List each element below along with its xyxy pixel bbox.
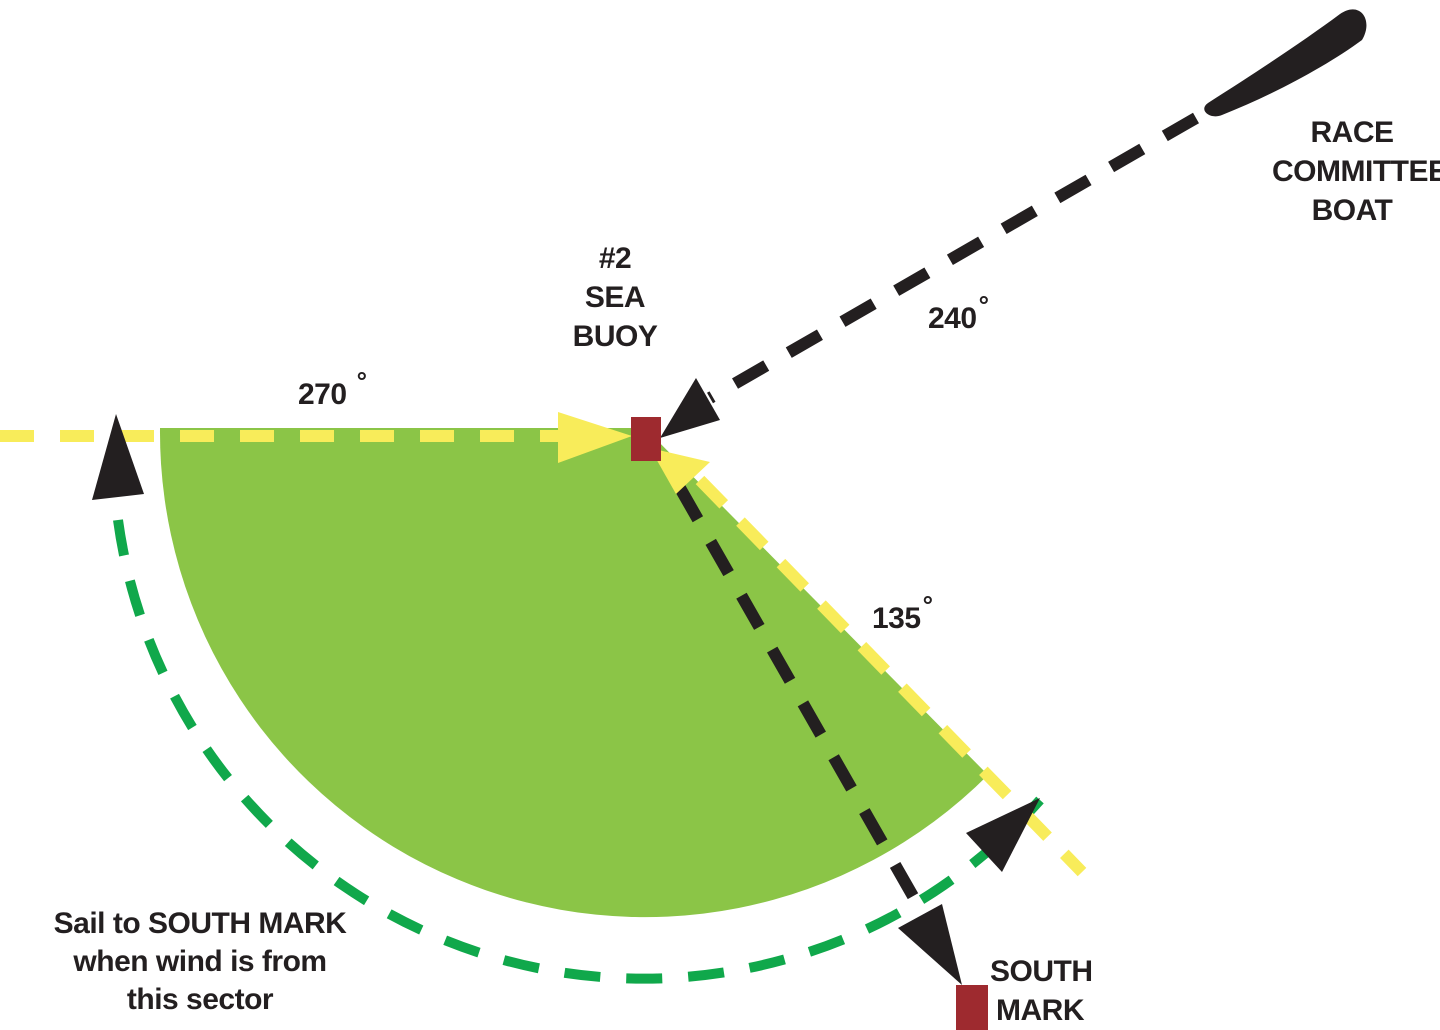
label-line: BUOY bbox=[572, 320, 658, 353]
degree-symbol: ° bbox=[922, 590, 933, 620]
sea-buoy-label: #2 SEA BUOY bbox=[560, 239, 670, 356]
label-line: Sail to SOUTH MARK bbox=[53, 907, 347, 940]
degree-symbol: ° bbox=[356, 366, 367, 396]
bearing-135-label: 135° bbox=[872, 590, 933, 636]
instruction-text: Sail to SOUTH MARK when wind is from thi… bbox=[30, 905, 370, 1019]
south-mark-icon bbox=[956, 985, 988, 1030]
label-line: MARK bbox=[996, 994, 1085, 1027]
bearing-value: 240 bbox=[928, 302, 977, 335]
boat-icon bbox=[1204, 9, 1367, 117]
sea-buoy-mark-icon bbox=[631, 417, 661, 461]
black-arrow-south-icon bbox=[898, 904, 962, 985]
label-line: when wind is from bbox=[73, 945, 327, 978]
bearing-value: 270 bbox=[298, 378, 347, 411]
yellow-arrow-nw-icon bbox=[650, 448, 710, 494]
label-line: #2 bbox=[598, 242, 632, 275]
green-route-arc bbox=[113, 519, 1044, 984]
black-arrow-sw-icon bbox=[660, 378, 720, 438]
black-arrow-up-icon bbox=[92, 414, 144, 500]
black-arrow-ne-icon bbox=[966, 798, 1040, 872]
bearing-value: 135 bbox=[872, 602, 921, 635]
wind-sector bbox=[159, 428, 988, 918]
south-mark-label: SOUTH MARK bbox=[990, 952, 1093, 1030]
label-line: SEA bbox=[584, 281, 646, 314]
label-line: COMMITTEE bbox=[1272, 155, 1440, 188]
bearing-240-label: 240° bbox=[928, 290, 989, 336]
label-line: RACE bbox=[1310, 116, 1394, 149]
yellow-arrow-east-icon bbox=[558, 412, 632, 463]
degree-symbol: ° bbox=[978, 290, 989, 320]
black-leg-south bbox=[674, 485, 928, 915]
black-leg-240 bbox=[707, 112, 1199, 404]
label-line: BOAT bbox=[1311, 194, 1393, 227]
bearing-270-label: 270 ° bbox=[298, 366, 367, 412]
yellow-leg-135 bbox=[695, 475, 1087, 877]
label-line: SOUTH bbox=[990, 955, 1093, 988]
committee-boat-label: RACE COMMITTEE BOAT bbox=[1272, 113, 1440, 230]
label-line: this sector bbox=[126, 983, 274, 1016]
